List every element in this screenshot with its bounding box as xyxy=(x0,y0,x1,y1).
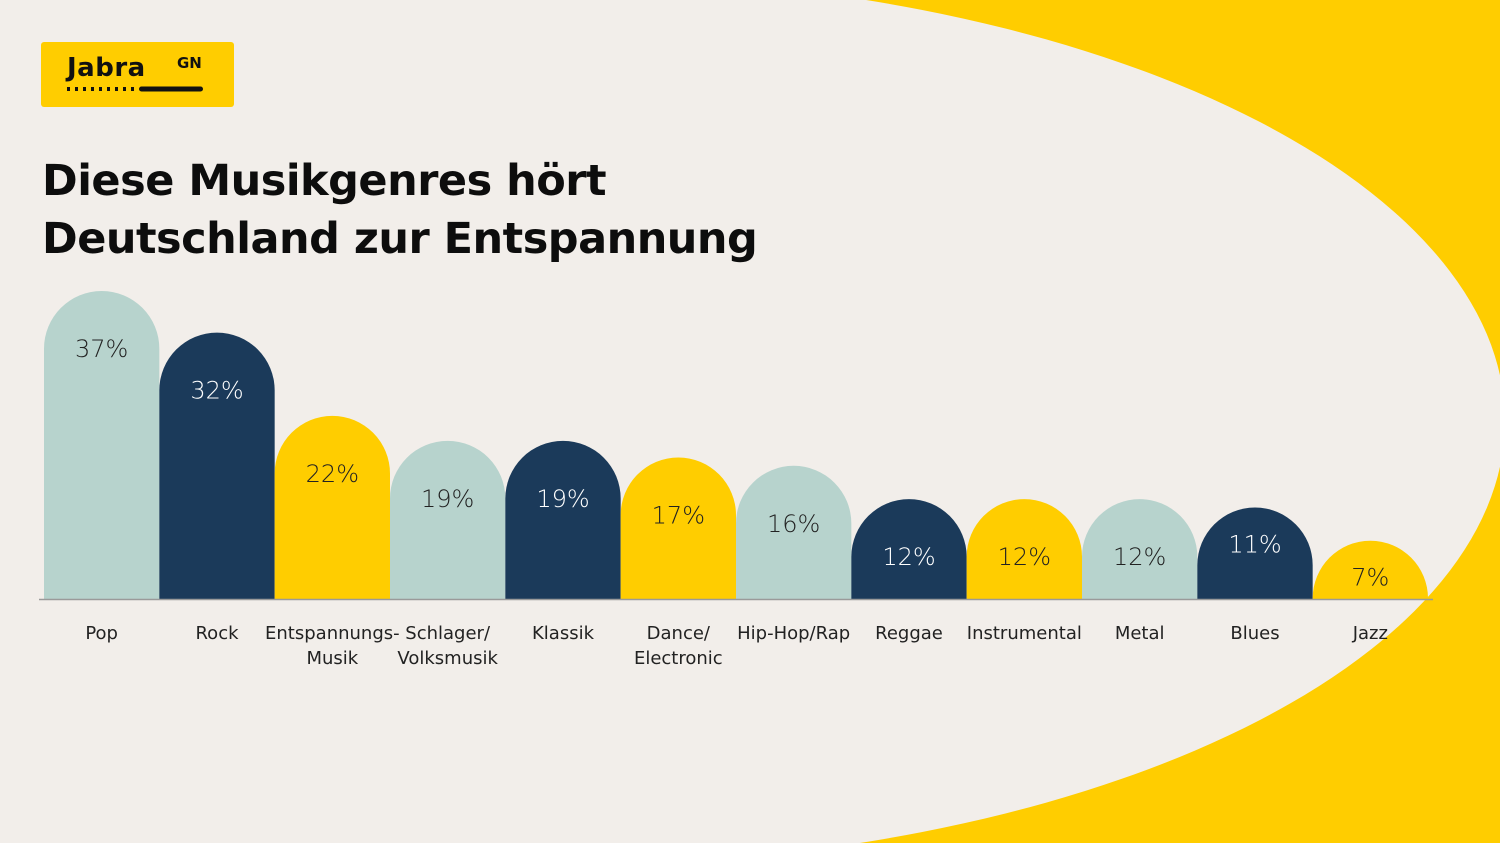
bar-metal xyxy=(1082,499,1198,599)
logo-dotted-line-icon xyxy=(67,86,203,92)
title-line-1: Diese Musikgenres hört xyxy=(42,156,607,206)
category-labels-group: Pop Rock Entspannungs-MusikSchlager/Volksm… xyxy=(85,623,1388,669)
category-label: Blues xyxy=(1230,623,1279,644)
bar-klassik xyxy=(505,440,621,599)
category-label: Jazz xyxy=(1352,623,1388,644)
value-label: 12% xyxy=(1113,543,1166,571)
bar-reggae xyxy=(851,499,967,599)
value-label: 19% xyxy=(536,485,589,513)
bar-hiphoprap xyxy=(736,465,852,599)
bar-entspannungsmusik xyxy=(274,415,390,599)
category-label: Instrumental xyxy=(967,623,1082,644)
value-label: 19% xyxy=(421,485,474,513)
category-label: Hip-Hop/Rap xyxy=(737,623,850,644)
value-label: 22% xyxy=(306,460,359,488)
bar-instrumental xyxy=(966,499,1082,599)
category-label: Reggae xyxy=(875,623,943,644)
page-title: Diese Musikgenres hört Deutschland zur E… xyxy=(42,152,758,268)
value-label: 16% xyxy=(767,510,820,538)
bars-group: 37% 32% 22% 19% 19% 17% 16% 12% 12% 12% 11% 7% xyxy=(44,290,1428,599)
value-label: 32% xyxy=(190,377,243,405)
bar-danceelectronic xyxy=(620,457,736,599)
value-label: 12% xyxy=(998,543,1051,571)
bar-rock xyxy=(159,332,275,599)
category-label: Schlager/Volksmusik xyxy=(397,623,498,669)
category-label: Dance/Electronic xyxy=(634,623,723,669)
bar-blues xyxy=(1197,507,1313,599)
value-label: 17% xyxy=(652,501,705,529)
category-label: Pop xyxy=(85,623,118,644)
bar-jazz xyxy=(1312,540,1428,599)
logo-wordmark: Jabra xyxy=(67,53,146,83)
value-label: 11% xyxy=(1228,530,1281,558)
value-label: 12% xyxy=(882,543,935,571)
bar-schlagervolksmusik xyxy=(390,440,506,599)
value-label: 7% xyxy=(1351,564,1389,592)
category-label: Rock xyxy=(195,623,239,644)
logo-gn-mark: GN xyxy=(177,54,202,72)
category-label: Metal xyxy=(1115,623,1165,644)
value-label: 37% xyxy=(75,335,128,363)
jabra-logo: Jabra GN xyxy=(41,42,234,107)
category-label: Entspannungs-Musik xyxy=(265,623,400,669)
title-line-2: Deutschland zur Entspannung xyxy=(42,214,758,264)
bar-pop xyxy=(44,290,160,599)
category-label: Klassik xyxy=(532,623,595,644)
